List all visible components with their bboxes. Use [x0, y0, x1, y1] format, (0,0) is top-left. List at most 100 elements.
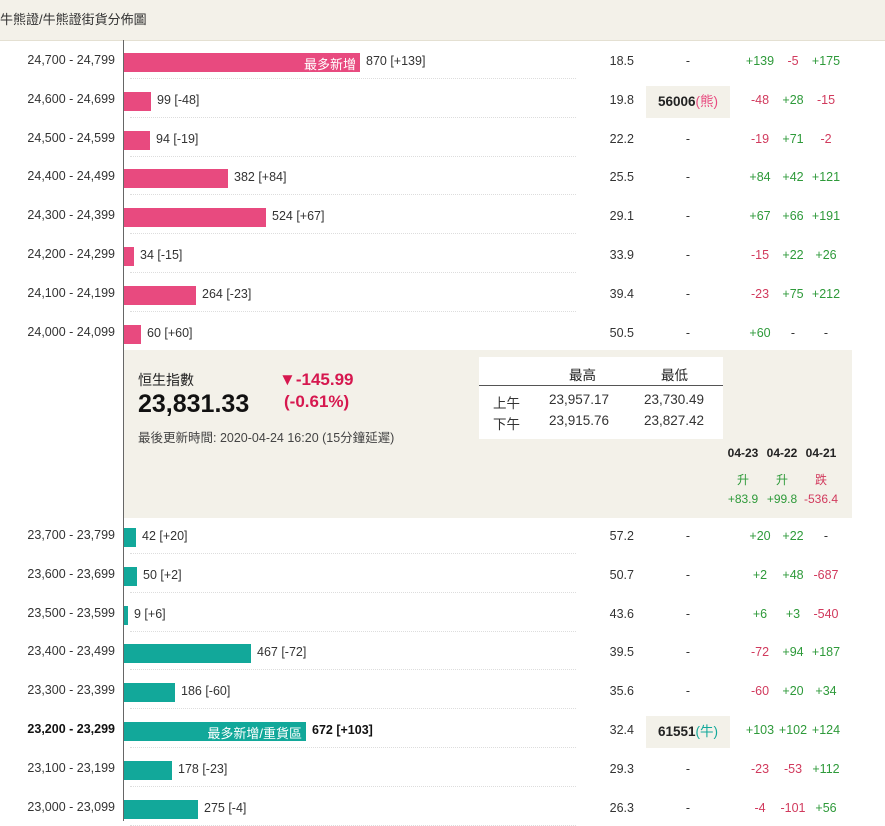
table-row[interactable]: 23,500 - 23,599 9 [+6] 43.6 - +6 +3 -540 — [0, 594, 885, 632]
last-updated: 最後更新時間: 2020-04-24 16:20 (15分鐘延遲) — [138, 431, 395, 445]
daily-change: +94 — [782, 645, 804, 660]
bar-label: 最多新增/重貨區 — [207, 726, 302, 741]
placeholder-dash: - — [685, 645, 691, 660]
pm-label: 下午 — [493, 417, 520, 432]
daily-change: +20 — [782, 684, 804, 699]
breadcrumb: 牛熊證 / 牛熊證街貨分佈圖 — [0, 0, 885, 41]
outstanding-value: 178 [-23] — [178, 761, 228, 776]
percent-value: 35.6 — [609, 684, 634, 699]
strike-range: 23,700 - 23,799 — [27, 528, 115, 542]
am-high: 23,957.17 — [549, 392, 610, 407]
daily-change: +34 — [815, 684, 837, 699]
percent-value: 19.8 — [609, 92, 634, 107]
trend-direction: 升 — [775, 473, 788, 487]
outstanding-value: 60 [+60] — [147, 325, 193, 340]
trend-direction: 升 — [736, 473, 749, 487]
low-header: 最低 — [661, 368, 688, 383]
box-value: 61551 — [657, 724, 696, 739]
trend-change: -536.4 — [803, 492, 839, 506]
daily-change: -60 — [750, 684, 770, 699]
table-row[interactable]: 24,400 - 24,499 382 [+84] 25.5 - +84 +42 +121 — [0, 157, 885, 196]
outstanding-bar[interactable]: 最多新增 — [124, 53, 360, 72]
outstanding-value: 264 [-23] — [202, 286, 252, 301]
daily-change: +66 — [782, 209, 804, 224]
strike-range: 23,500 - 23,599 — [27, 605, 115, 620]
daily-change: -15 — [750, 248, 770, 262]
daily-change: +3 — [785, 606, 801, 621]
outstanding-bar[interactable] — [124, 169, 228, 189]
strike-range: 24,600 - 24,699 — [27, 91, 115, 106]
daily-change: +121 — [811, 170, 841, 185]
table-row[interactable]: 24,500 - 24,599 94 [-19] 22.2 - -19 +71 -2 — [0, 119, 885, 157]
bar-label: 最多新增 — [303, 57, 356, 72]
daily-change: -101 — [780, 800, 806, 815]
breadcrumb-separator: / — [39, 12, 43, 27]
outstanding-value: 34 [-15] — [140, 248, 183, 262]
box-tag: (熊) — [695, 93, 719, 109]
row-separator — [130, 785, 576, 787]
daily-change: -540 — [813, 606, 839, 621]
breadcrumb-current: 牛熊證街貨分佈圖 — [42, 12, 147, 27]
outstanding-bar[interactable] — [124, 247, 134, 266]
table-row[interactable]: 24,700 - 24,799 最多新增 870 [+139] 18.5 - +139 -5… — [0, 41, 885, 79]
table-row[interactable]: 24,300 - 24,399 524 [+67] 29.1 - +67 +66 +191 — [0, 196, 885, 235]
index-name: 恒生指數 — [138, 372, 194, 388]
daily-change: -5 — [787, 54, 799, 68]
table-row[interactable]: 23,300 - 23,399 186 [-60] 35.6 - -60 +20 +34 — [0, 671, 885, 710]
table-row[interactable]: 23,000 - 23,099 275 [-4] 26.3 - -4 -101 +56 — [0, 788, 885, 826]
percent-value: 18.5 — [609, 54, 634, 68]
outstanding-bar[interactable] — [124, 566, 137, 586]
outstanding-bar[interactable] — [124, 605, 128, 625]
highlight-box[interactable]: 61551(牛) — [646, 716, 730, 748]
outstanding-value: 275 [-4] — [204, 800, 247, 815]
percent-value: 32.4 — [609, 723, 634, 737]
trend-date: 04-22 — [766, 446, 798, 460]
daily-change: -2 — [820, 131, 832, 146]
breadcrumb-root-link[interactable]: 牛熊證 — [0, 12, 40, 27]
placeholder-dash: - — [685, 567, 691, 582]
daily-change: +71 — [782, 131, 804, 146]
highlight-box[interactable]: 56006(熊) — [646, 85, 730, 118]
percent-value: 26.3 — [609, 800, 634, 815]
table-row[interactable]: 23,100 - 23,199 178 [-23] 29.3 - -23 -53 +112 — [0, 749, 885, 787]
trend-change: +99.8 — [766, 492, 798, 506]
outstanding-bar[interactable] — [124, 285, 196, 305]
row-separator — [130, 272, 576, 273]
outstanding-bar[interactable] — [124, 760, 172, 780]
outstanding-value: 870 [+139] — [366, 54, 426, 68]
table-row[interactable]: 23,700 - 23,799 42 [+20] 57.2 - +20 +22 - — [0, 516, 885, 554]
outstanding-bar[interactable] — [124, 528, 136, 547]
daily-change: +22 — [782, 529, 804, 543]
outstanding-bar[interactable] — [124, 644, 251, 664]
outstanding-bar[interactable]: 最多新增/重貨區 — [124, 722, 306, 741]
outstanding-value: 467 [-72] — [257, 645, 307, 660]
daily-change: +48 — [782, 567, 804, 582]
outstanding-bar[interactable] — [124, 324, 141, 344]
table-row[interactable]: 23,200 - 23,299 最多新增/重貨區 672 [+103] 32.4 615… — [0, 710, 885, 748]
daily-change: +139 — [745, 54, 775, 68]
table-row[interactable]: 24,000 - 24,099 60 [+60] 50.5 - +60 - - — [0, 313, 885, 351]
outstanding-bar[interactable] — [124, 91, 151, 111]
daily-change: -53 — [783, 761, 803, 776]
placeholder-dash: - — [685, 209, 691, 224]
table-row[interactable]: 24,100 - 24,199 264 [-23] 39.4 - -23 +75 +212 — [0, 274, 885, 312]
table-row[interactable]: 24,200 - 24,299 34 [-15] 33.9 - -15 +22 +26 — [0, 235, 885, 273]
strike-range: 23,400 - 23,499 — [27, 644, 115, 659]
percent-value: 33.9 — [609, 248, 634, 262]
outstanding-bar[interactable] — [124, 683, 175, 703]
outstanding-bar[interactable] — [124, 208, 266, 228]
daily-change: -687 — [813, 567, 839, 582]
table-row[interactable]: 23,400 - 23,499 467 [-72] 39.5 - -72 +94 +187 — [0, 632, 885, 671]
outstanding-value: 672 [+103] — [312, 723, 373, 737]
table-row[interactable]: 23,600 - 23,699 50 [+2] 50.7 - +2 +48 -687 — [0, 555, 885, 593]
strike-range: 23,200 - 23,299 — [27, 722, 115, 736]
outstanding-bar[interactable] — [124, 799, 198, 819]
percent-value: 50.5 — [609, 325, 634, 340]
daily-change: +124 — [811, 723, 841, 737]
outstanding-bar[interactable] — [124, 130, 150, 150]
table-row[interactable]: 24,600 - 24,699 99 [-48] 19.8 56006(熊) -48 +2… — [0, 80, 885, 118]
strike-range: 23,600 - 23,699 — [27, 566, 115, 581]
row-separator — [130, 669, 576, 671]
strike-range: 23,000 - 23,099 — [27, 799, 115, 814]
row-separator — [130, 553, 576, 554]
